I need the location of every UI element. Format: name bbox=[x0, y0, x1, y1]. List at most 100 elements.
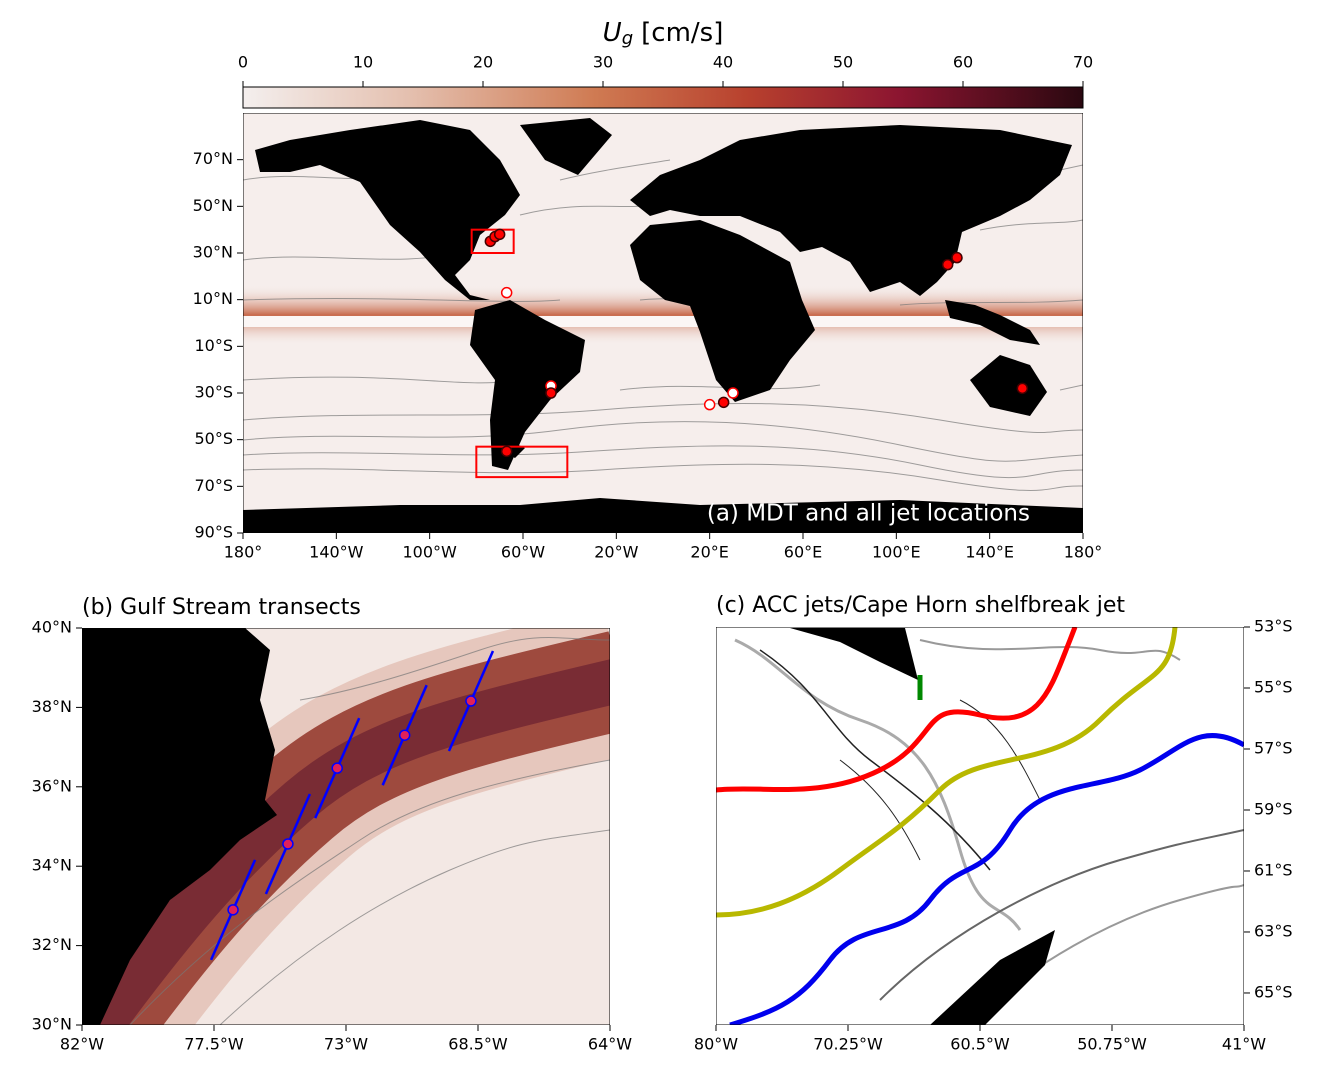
x-tick-label: 20°E bbox=[690, 543, 728, 562]
tick-label: 0 bbox=[238, 53, 248, 72]
contour bbox=[299, 637, 610, 701]
tick-label: 30 bbox=[593, 53, 613, 72]
contour bbox=[243, 463, 1083, 491]
land bbox=[790, 628, 918, 680]
x-tick-label: 60°W bbox=[501, 543, 545, 562]
x-tick-label: 73°W bbox=[324, 1035, 368, 1054]
colorbar-label: Ug [cm/s] bbox=[603, 18, 724, 50]
tick-label: 50 bbox=[833, 53, 853, 72]
isobath bbox=[759, 649, 991, 871]
x-tick-label: 60.5°W bbox=[950, 1035, 1010, 1054]
ocean bbox=[716, 627, 1244, 1025]
transect-center bbox=[227, 904, 239, 916]
y-tick-label: 38°N bbox=[32, 697, 72, 716]
contour bbox=[219, 829, 610, 1025]
label-main: U bbox=[603, 18, 622, 48]
jet-path bbox=[716, 627, 1078, 793]
tick-label: 40 bbox=[713, 53, 733, 72]
isobath bbox=[734, 638, 1022, 931]
tick-label: 70 bbox=[1073, 53, 1093, 72]
equator-gap bbox=[243, 316, 1083, 327]
x-tick-label: 100°W bbox=[402, 543, 457, 562]
x-tick-label: 64°W bbox=[588, 1035, 632, 1054]
map-b bbox=[82, 628, 610, 1025]
jet-location bbox=[941, 258, 954, 271]
y-tick-label: 61°S bbox=[1254, 860, 1293, 879]
x-tick-label: 68.5°W bbox=[448, 1035, 508, 1054]
land bbox=[243, 118, 1083, 533]
jet-location bbox=[951, 251, 963, 264]
jet-location bbox=[500, 445, 513, 458]
land bbox=[930, 930, 1055, 1025]
transect-center bbox=[465, 695, 477, 707]
x-tick-label: 140°E bbox=[965, 543, 1014, 562]
y-tick-label: 59°S bbox=[1254, 799, 1293, 818]
contour bbox=[243, 445, 1083, 479]
x-tick-label: 70.25°W bbox=[813, 1035, 883, 1054]
x-tick-label: 180° bbox=[224, 543, 263, 562]
y-tick-label: 63°S bbox=[1254, 921, 1293, 940]
y-tick-label: 36°N bbox=[32, 776, 72, 795]
y-tick-label: 57°S bbox=[1254, 738, 1293, 757]
isobath bbox=[879, 829, 1244, 1001]
x-tick-label: 41°W bbox=[1222, 1035, 1266, 1054]
isobath bbox=[919, 639, 1181, 661]
y-tick-label: 34°N bbox=[32, 856, 72, 875]
y-tick-label: 30°N bbox=[193, 243, 233, 262]
y-tick-label: 50°S bbox=[194, 429, 233, 448]
region-box bbox=[470, 228, 515, 255]
x-tick-label: 140°W bbox=[309, 543, 364, 562]
y-tick-label: 55°S bbox=[1254, 677, 1293, 696]
y-tick-label: 32°N bbox=[32, 935, 72, 954]
contour bbox=[243, 421, 1083, 462]
current-core bbox=[82, 659, 610, 1025]
x-tick-label: 82°W bbox=[60, 1035, 104, 1054]
map-a bbox=[243, 113, 1083, 533]
colorbar bbox=[242, 86, 1084, 109]
tick-label: 20 bbox=[473, 53, 493, 72]
panel-title: (c) ACC jets/Cape Horn shelfbreak jet bbox=[716, 593, 1125, 618]
jet-location bbox=[545, 387, 557, 399]
y-tick-label: 53°S bbox=[1254, 617, 1293, 636]
jet-location bbox=[703, 398, 716, 411]
tick-label: 60 bbox=[953, 53, 973, 72]
y-tick-label: 90°S bbox=[194, 523, 233, 542]
transects bbox=[209, 650, 495, 961]
y-tick-label: 50°N bbox=[193, 196, 233, 215]
jet-location bbox=[500, 286, 513, 299]
isobath bbox=[839, 699, 1041, 861]
y-tick-label: 40°N bbox=[32, 618, 72, 637]
jet-location bbox=[1016, 382, 1029, 395]
panel-title: (b) Gulf Stream transects bbox=[82, 595, 361, 620]
transect-center bbox=[282, 838, 294, 850]
x-tick-label: 60°E bbox=[784, 543, 822, 562]
contour bbox=[129, 759, 610, 1025]
region-box bbox=[475, 445, 569, 479]
y-tick-label: 10°S bbox=[194, 336, 233, 355]
x-tick-label: 50.75°W bbox=[1077, 1035, 1147, 1054]
y-tick-label: 30°N bbox=[32, 1015, 72, 1034]
jet-path bbox=[729, 733, 1244, 1025]
y-tick-label: 70°N bbox=[193, 149, 233, 168]
tick-label: 10 bbox=[353, 53, 373, 72]
jet-path bbox=[716, 627, 1178, 918]
x-tick-label: 100°E bbox=[872, 543, 921, 562]
x-tick-label: 180° bbox=[1064, 543, 1103, 562]
panel-title: (a) MDT and all jet locations bbox=[707, 501, 1030, 527]
y-tick-label: 30°S bbox=[194, 383, 233, 402]
y-tick-label: 65°S bbox=[1254, 982, 1293, 1001]
jet-location bbox=[727, 387, 739, 399]
x-tick-label: 77.5°W bbox=[184, 1035, 244, 1054]
x-tick-label: 20°W bbox=[594, 543, 638, 562]
label-sub: g bbox=[622, 28, 633, 49]
map-c bbox=[716, 627, 1244, 1025]
y-tick-label: 10°N bbox=[193, 289, 233, 308]
x-tick-label: 80°W bbox=[694, 1035, 738, 1054]
jet-location bbox=[493, 228, 506, 241]
jet-location bbox=[717, 396, 730, 409]
label-unit: [cm/s] bbox=[641, 18, 723, 48]
transect-center bbox=[331, 762, 343, 774]
land bbox=[82, 628, 277, 1025]
transect-center bbox=[398, 729, 411, 741]
